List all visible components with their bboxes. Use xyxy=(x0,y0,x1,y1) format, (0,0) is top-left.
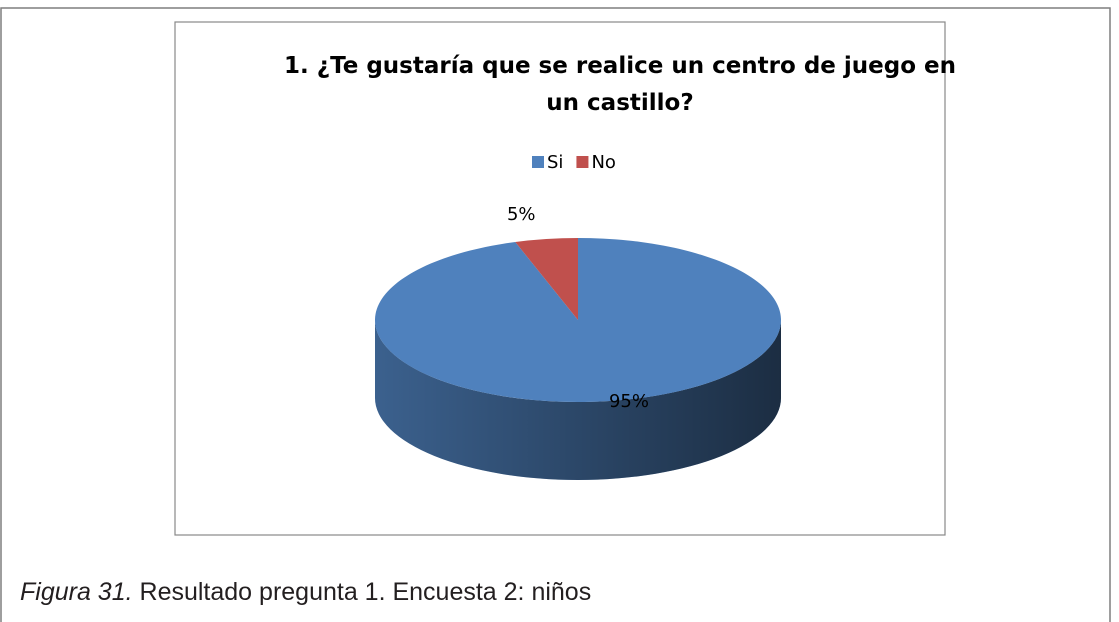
caption-label: Figura 31. xyxy=(20,578,133,606)
pie: 95% 5% xyxy=(374,204,781,480)
slice xyxy=(515,238,578,320)
caption: Figura 31. Resultado pregunta 1. Encuest… xyxy=(20,578,591,607)
outer-frame xyxy=(0,7,1111,622)
caption-text: Resultado pregunta 1. Encuesta 2: niños xyxy=(139,578,592,606)
data-label: 5% xyxy=(507,204,536,225)
legend: Si No xyxy=(532,152,616,173)
legend-swatch xyxy=(576,156,589,168)
legend-label: Si xyxy=(547,152,563,173)
data-label: 95% xyxy=(609,391,649,412)
legend-swatch xyxy=(532,156,544,168)
legend-label: No xyxy=(591,152,615,173)
chart-title: 1. ¿Te gustaría que se realice un centro… xyxy=(283,53,957,116)
slice-side-shade xyxy=(375,320,781,480)
